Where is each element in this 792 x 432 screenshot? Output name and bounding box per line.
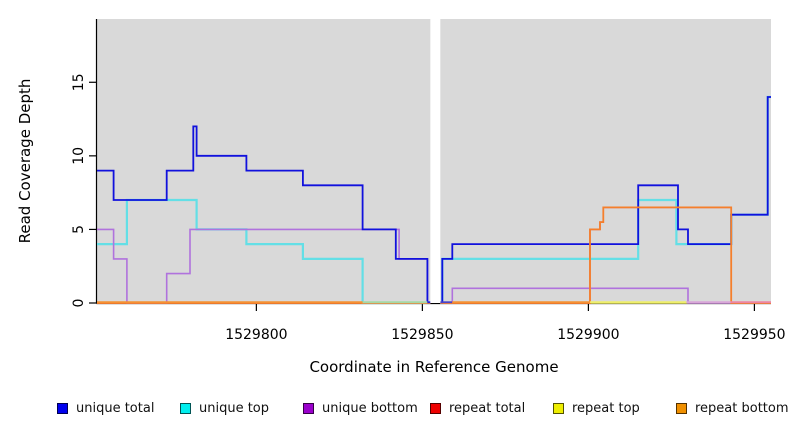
coverage-chart: Coordinate in Reference Genome Read Cove…: [16, 18, 786, 376]
x-tick-label-1529800: 1529800: [225, 327, 287, 343]
no-data-gap: [430, 18, 441, 303]
legend-item-repeat-total: repeat total: [430, 397, 525, 419]
legend-label-unique-bottom: unique bottom: [322, 400, 418, 416]
series-unique-total-segment-1: [97, 125, 431, 304]
legend-swatch-repeat-total: [430, 402, 441, 414]
y-tick-label-15: 15: [71, 73, 87, 91]
legend-label-repeat-total: repeat total: [449, 400, 526, 416]
y-axis-title: Read Coverage Depth: [16, 79, 34, 244]
legend-item-unique-top: unique top: [180, 397, 269, 419]
legend-item-repeat-top: repeat top: [553, 397, 640, 419]
series-repeat-bottom-segment-2: [440, 206, 771, 304]
x-tick-label-1529850: 1529850: [391, 327, 453, 343]
legend-label-unique-top: unique top: [199, 400, 270, 416]
x-tick-label-1529950: 1529950: [723, 327, 785, 343]
legend-swatch-unique-top: [180, 402, 191, 414]
legend-item-unique-total: unique total: [57, 397, 154, 419]
legend-swatch-repeat-top: [553, 402, 564, 414]
y-tick-label-5: 5: [71, 225, 87, 234]
legend-swatch-unique-bottom: [303, 402, 314, 414]
legend-label-repeat-bottom: repeat bottom: [695, 400, 789, 416]
legend-swatch-repeat-bottom: [676, 402, 687, 414]
y-tick-label-10: 10: [71, 147, 87, 165]
x-axis-title: Coordinate in Reference Genome: [309, 358, 558, 376]
legend-item-unique-bottom: unique bottom: [303, 397, 418, 419]
legend-item-repeat-bottom: repeat bottom: [676, 397, 789, 419]
legend-swatch-unique-total: [57, 402, 68, 414]
series-unique-top-segment-1: [97, 198, 431, 305]
legend-label-repeat-top: repeat top: [572, 400, 640, 416]
legend: unique total unique top unique bottom repea…: [0, 397, 792, 421]
x-tick-label-1529900: 1529900: [557, 327, 619, 343]
y-tick-label-0: 0: [71, 299, 87, 308]
legend-label-unique-total: unique total: [76, 400, 155, 416]
